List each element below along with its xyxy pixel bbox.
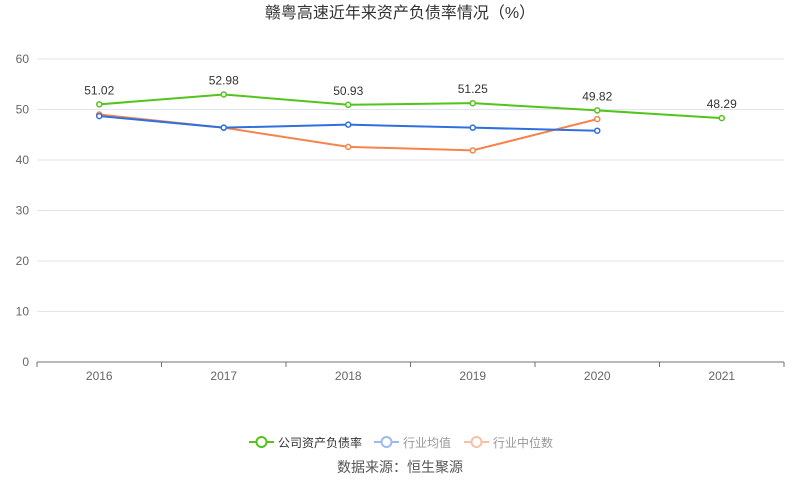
y-tick-label: 20 [16,254,30,268]
data-point [345,101,352,109]
data-point [96,101,103,108]
data-label: 49.82 [582,89,612,103]
source-note: 数据来源：恒生聚源 [337,459,463,475]
legend-label: 行业均值 [403,435,451,450]
data-label: 52.98 [209,73,239,87]
legend-label: 行业中位数 [493,435,553,450]
y-tick-label: 50 [16,103,30,117]
y-tick-label: 30 [16,204,30,218]
data-point [345,121,352,128]
legend-marker-icon [380,436,393,448]
y-tick-label: 0 [22,355,29,369]
data-label: 50.93 [333,84,363,98]
data-point [469,99,476,107]
y-tick-label: 40 [16,153,30,167]
data-point [96,112,103,120]
legend-marker-icon [255,436,268,448]
legend-marker-icon [470,436,483,448]
data-point [469,124,476,131]
chart-title: 赣粤高速近年来资产负债率情况（%） [265,3,535,22]
y-tick-label: 10 [16,305,30,319]
data-point [220,124,227,131]
data-point [594,107,601,114]
data-label: 51.02 [84,83,114,97]
data-point [594,127,601,134]
y-tick-label: 60 [16,52,30,66]
x-tick-label: 2018 [335,369,362,383]
series-line-公司资产负债率 [99,93,722,120]
x-tick-label: 2019 [459,369,486,383]
data-point [718,114,725,122]
data-point [220,91,227,98]
data-label: 51.25 [458,82,488,96]
x-tick-label: 2017 [210,369,237,383]
data-point [594,115,601,123]
data-point [345,143,352,151]
legend-label: 公司资产负债率 [278,435,362,450]
x-tick-label: 2020 [584,369,611,383]
data-label: 48.29 [707,97,737,111]
data-point [469,147,476,154]
x-tick-label: 2021 [708,369,735,383]
x-tick-label: 2016 [86,369,113,383]
